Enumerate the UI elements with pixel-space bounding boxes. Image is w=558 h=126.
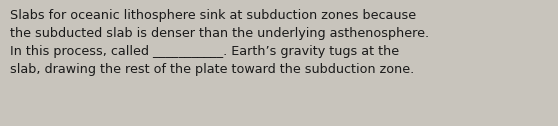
Text: Slabs for oceanic lithosphere sink at subduction zones because
the subducted sla: Slabs for oceanic lithosphere sink at su… [10, 9, 429, 76]
